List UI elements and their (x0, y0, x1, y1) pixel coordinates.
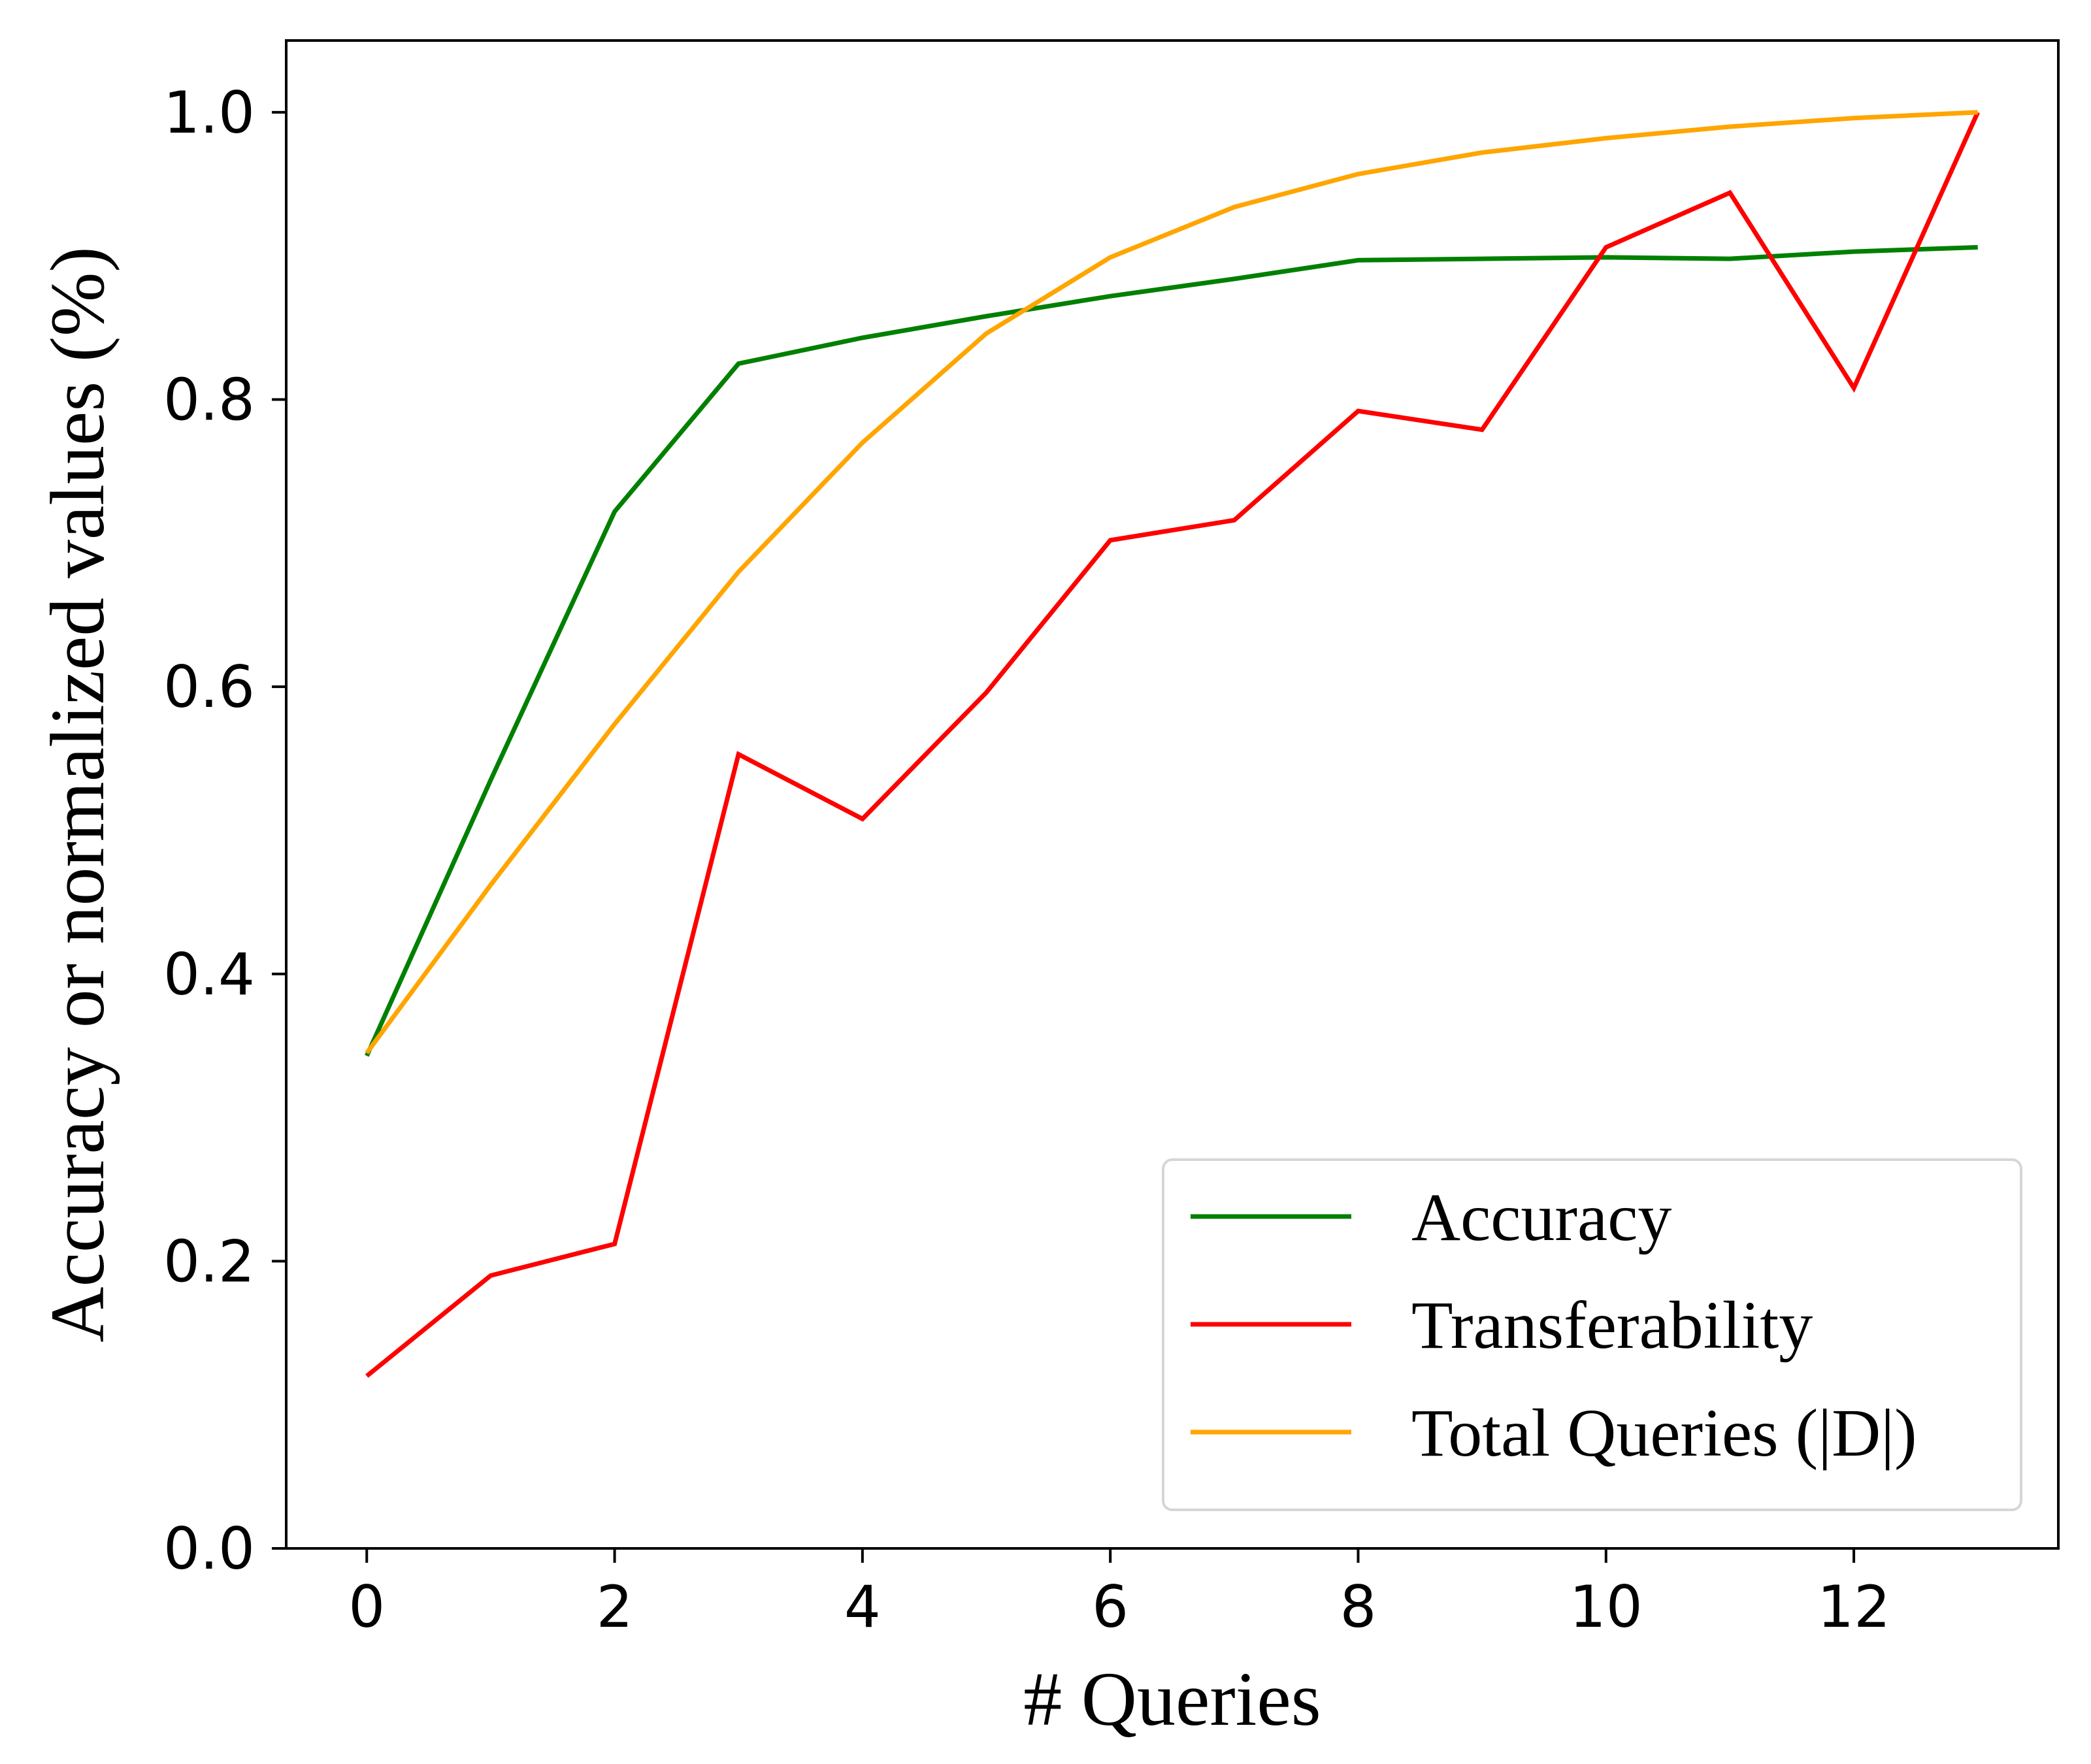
y-tick-label: 0.4 (163, 941, 255, 1008)
series-line-transferability (365, 111, 1980, 1378)
x-tick-label: 0 (348, 1573, 385, 1641)
y-tick-label: 0.2 (163, 1228, 255, 1295)
x-tick-label: 4 (844, 1573, 881, 1641)
series-line-total-queries-d (365, 110, 1978, 1054)
legend-label: Total Queries (|D|) (1411, 1396, 1917, 1471)
x-tick-label: 10 (1570, 1573, 1643, 1641)
x-tick-label: 2 (597, 1573, 633, 1641)
plot-frame (285, 39, 2060, 1550)
legend-label: Accuracy (1411, 1180, 1671, 1255)
y-tick-label: 1.0 (163, 79, 255, 146)
series-line-accuracy (365, 245, 1978, 1057)
x-axis-ticks: 0 2 4 6 8 10 12 (348, 1548, 1890, 1641)
x-tick-label: 8 (1340, 1573, 1376, 1641)
legend-label: Transferability (1411, 1288, 1813, 1363)
y-axis-ticks: 0.0 0.2 0.4 0.6 0.8 1.0 (163, 79, 286, 1582)
y-tick-label: 0.0 (163, 1515, 255, 1582)
y-axis-title: Accuracy or normalized values (%) (35, 246, 120, 1342)
x-axis-title: # Queries (1023, 1656, 1321, 1742)
x-tick-label: 6 (1092, 1573, 1128, 1641)
x-tick-label: 12 (1817, 1573, 1890, 1641)
y-tick-label: 0.6 (163, 653, 255, 721)
y-tick-label: 0.8 (163, 367, 255, 434)
legend-box (1162, 1158, 2022, 1511)
legend-entries: Accuracy Transferability Total Queries (|D… (1191, 1180, 1917, 1471)
series-layer (365, 110, 1980, 1378)
legend: Accuracy Transferability Total Queries (|D… (1162, 1158, 2022, 1511)
